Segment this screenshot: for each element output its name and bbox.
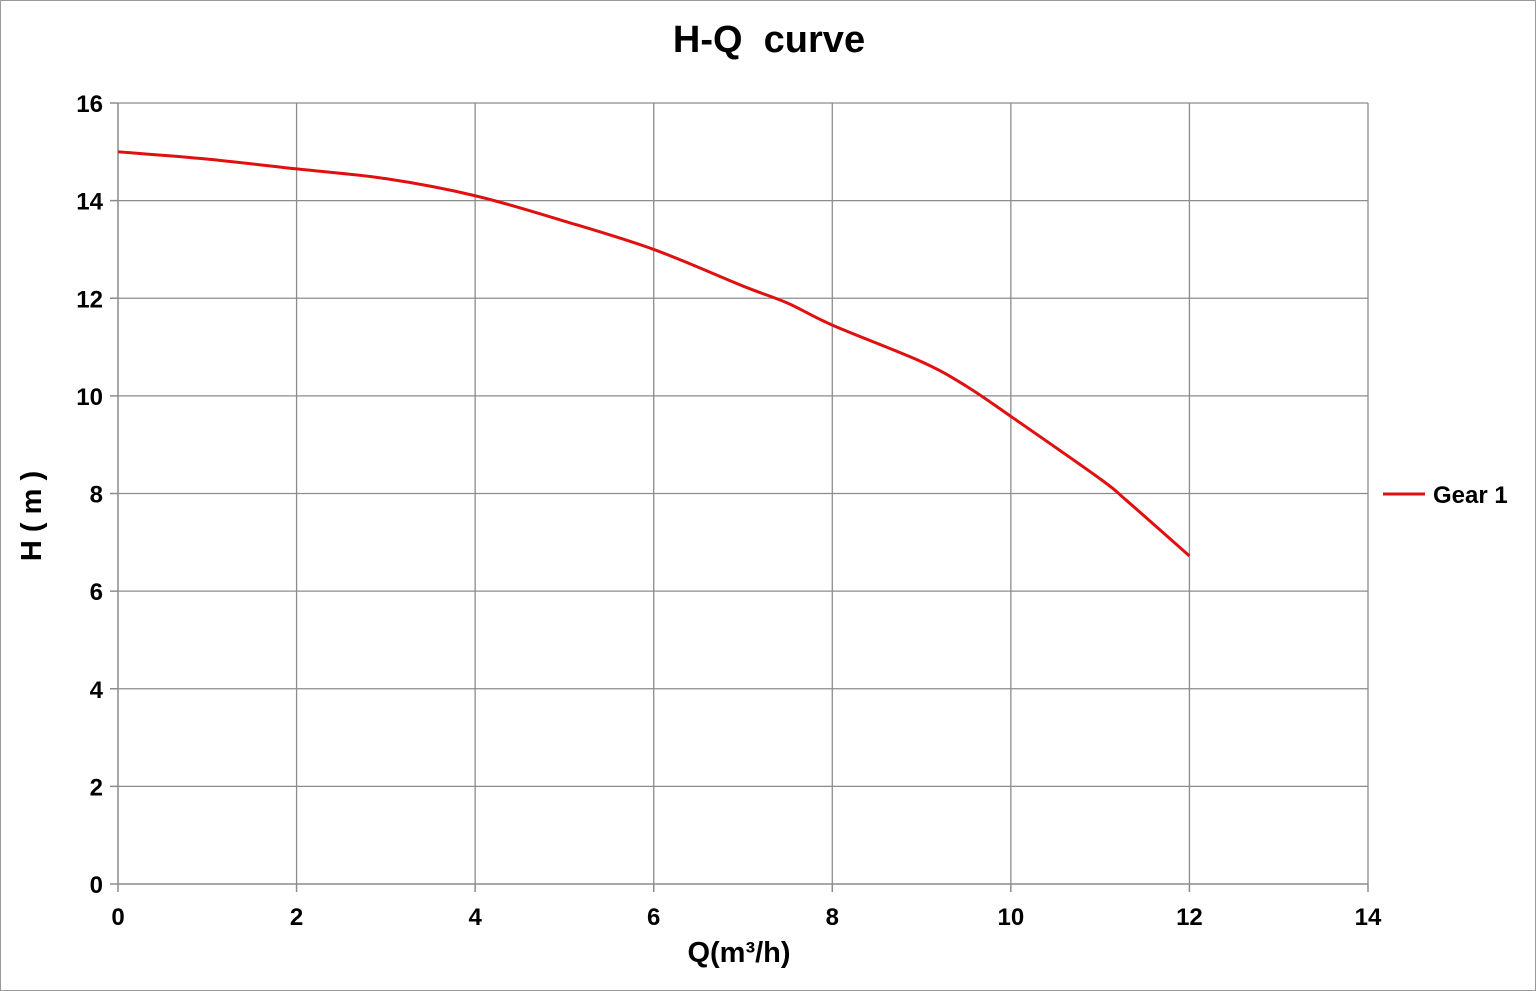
grid (118, 102, 1369, 884)
legend: Gear 1 (1383, 482, 1508, 509)
y-tick-label: 10 (76, 384, 103, 411)
y-tick-label: 6 (90, 579, 103, 606)
y-tick-label: 0 (90, 872, 103, 899)
axes (110, 102, 1369, 892)
x-tick-label: 8 (826, 904, 839, 931)
x-tick-label: 2 (290, 904, 303, 931)
y-tick-label: 16 (76, 91, 103, 118)
series-lines (117, 150, 1191, 558)
tick-labels: 0 2 4 6 8 10 12 14 16 0 2 4 6 8 10 12 14 (76, 91, 1382, 931)
chart-title: H-Q curve (673, 19, 865, 61)
x-tick-label: 10 (998, 904, 1025, 931)
x-tick-label: 4 (468, 904, 482, 931)
x-tick-label: 14 (1355, 904, 1382, 931)
y-axis-title: H ( m ) (16, 471, 48, 561)
series-line-gear-1 (117, 150, 1191, 558)
y-tick-label: 14 (76, 189, 103, 216)
x-axis-title: Q(m³/h) (687, 937, 790, 969)
y-tick-label: 2 (90, 774, 103, 801)
y-tick-label: 12 (76, 286, 103, 313)
y-tick-label: 8 (90, 482, 103, 509)
x-tick-label: 6 (647, 904, 660, 931)
x-tick-label: 0 (111, 904, 124, 931)
legend-label-gear-1: Gear 1 (1433, 482, 1508, 509)
y-tick-label: 4 (90, 677, 104, 704)
x-tick-label: 12 (1176, 904, 1203, 931)
